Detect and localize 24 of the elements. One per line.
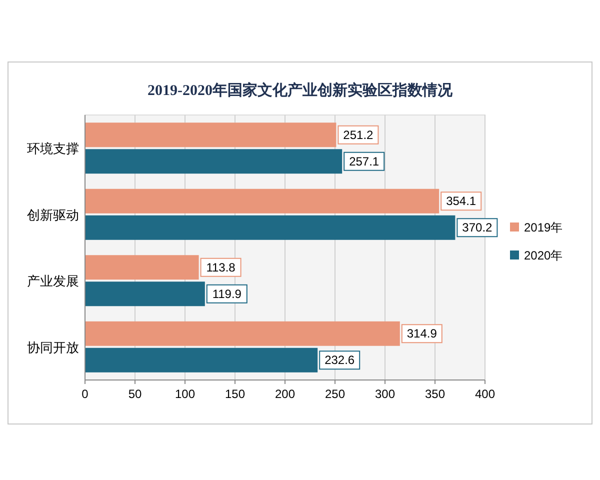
y-tick-label: 环境支撑: [27, 141, 79, 156]
y-tick-label: 产业发展: [27, 274, 79, 289]
x-tick-label: 300: [374, 387, 396, 401]
x-tick-label: 250: [324, 387, 346, 401]
data-label: 370.2: [462, 220, 493, 235]
x-tick-label: 150: [224, 387, 246, 401]
data-label: 257.1: [349, 154, 380, 168]
x-tick-label: 0: [82, 387, 89, 401]
y-tick-label: 协同开放: [27, 340, 79, 355]
legend-label: 2019年: [524, 220, 563, 234]
x-tick-label: 50: [128, 387, 142, 401]
legend-label: 2020年: [524, 248, 563, 262]
x-tick-label: 100: [174, 387, 196, 401]
data-label: 314.9: [406, 326, 438, 341]
x-tick-label: 400: [474, 387, 496, 401]
y-tick-label: 创新驱动: [27, 207, 79, 222]
x-tick-label: 200: [274, 387, 296, 401]
x-tick-label: 350: [424, 387, 446, 401]
data-label: 354.1: [446, 194, 476, 208]
chart-title: 2019-2020年国家文化产业创新实验区指数情况: [148, 81, 454, 99]
data-label: 113.8: [206, 260, 236, 274]
data-label: 232.6: [324, 353, 355, 368]
data-label: 119.9: [212, 286, 242, 301]
data-label: 251.2: [343, 128, 374, 142]
